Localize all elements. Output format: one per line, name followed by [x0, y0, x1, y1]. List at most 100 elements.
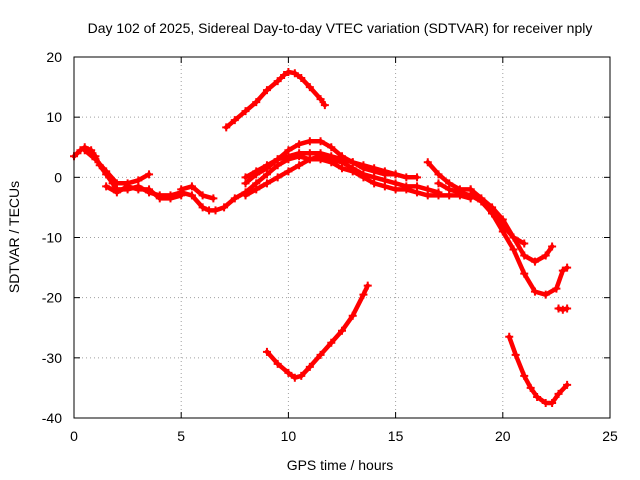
data-point	[187, 182, 196, 191]
data-point	[488, 209, 497, 218]
data-point	[112, 179, 121, 188]
data-point	[284, 152, 293, 161]
grid	[74, 57, 610, 418]
data-point	[434, 179, 443, 188]
x-axis-title: GPS time / hours	[287, 457, 394, 473]
data-point	[423, 158, 432, 167]
y-axis-title: SDTVAR / TECUs	[6, 181, 22, 293]
data-point	[552, 284, 561, 293]
y-tick-label: 0	[54, 169, 62, 185]
y-tick-label: -30	[42, 350, 62, 366]
x-tick-label: 25	[602, 428, 618, 444]
data-point	[102, 182, 111, 191]
data-point	[380, 167, 389, 176]
data-point	[220, 203, 229, 212]
data-point	[252, 98, 261, 107]
data-point	[363, 281, 372, 290]
data-point	[297, 74, 306, 83]
data-point	[112, 188, 121, 197]
data-point	[338, 326, 346, 335]
data-point	[434, 170, 443, 179]
series-track-early-lower	[102, 182, 186, 203]
data-point	[530, 287, 539, 296]
data-point	[295, 149, 304, 158]
data-point	[434, 188, 443, 197]
data-point	[91, 155, 100, 164]
data-point	[273, 173, 282, 182]
data-point	[155, 194, 164, 203]
data-point	[370, 164, 379, 173]
data-point	[241, 107, 250, 116]
x-tick-label: 10	[281, 428, 297, 444]
series-track-late-bottom	[505, 332, 572, 407]
data-point	[520, 239, 529, 248]
data-point	[230, 116, 239, 125]
data-point	[211, 206, 220, 215]
data-point	[548, 398, 557, 407]
data-point	[166, 194, 175, 203]
chart-title: Day 102 of 2025, Sidereal Day-to-day VTE…	[88, 20, 593, 36]
data-point	[295, 161, 304, 170]
data-point	[280, 71, 289, 80]
data-point	[505, 332, 514, 341]
data-point	[455, 188, 464, 197]
data-point	[348, 164, 357, 173]
data-point	[477, 197, 486, 206]
data-point	[209, 194, 218, 203]
data-point	[423, 185, 432, 194]
data-point	[526, 383, 535, 392]
series-trace	[264, 283, 370, 380]
data-point	[252, 167, 261, 176]
data-point	[520, 371, 529, 380]
data-point	[348, 311, 357, 320]
data-point	[305, 155, 314, 164]
data-point	[305, 362, 314, 371]
series-track-mid-a	[177, 182, 218, 203]
data-point	[222, 123, 231, 132]
data-point	[541, 251, 550, 260]
data-point	[262, 347, 271, 356]
x-tick-label: 5	[177, 428, 185, 444]
data-point	[338, 158, 346, 167]
data-point	[145, 185, 154, 194]
data-point	[558, 305, 567, 314]
data-point	[359, 290, 368, 299]
data-point	[563, 263, 572, 272]
data-point	[391, 170, 400, 179]
data-point	[177, 185, 186, 194]
data-point	[466, 185, 475, 194]
data-point	[327, 155, 336, 164]
series-track-late-a	[423, 158, 557, 266]
x-tick-label: 20	[495, 428, 511, 444]
data-point	[520, 251, 529, 260]
data-point	[284, 167, 293, 176]
x-tick-label: 15	[388, 428, 404, 444]
data-point	[359, 170, 368, 179]
data-point	[509, 245, 518, 254]
data-point	[370, 173, 379, 182]
series-track-arc-bottom	[262, 281, 372, 382]
data-point	[563, 380, 572, 389]
data-point	[316, 350, 325, 359]
data-point	[252, 185, 261, 194]
data-point	[498, 221, 507, 230]
data-point	[413, 182, 422, 191]
y-tick-label: 10	[46, 109, 62, 125]
data-point	[327, 338, 336, 347]
data-point	[316, 95, 325, 104]
series-track-late-c	[466, 185, 529, 248]
x-tick-label: 0	[70, 428, 78, 444]
data-point	[295, 140, 304, 149]
data-point	[305, 137, 314, 146]
data-point	[284, 68, 293, 77]
data-point	[305, 83, 314, 92]
data-point	[520, 269, 529, 278]
data-point	[290, 373, 299, 382]
data-point	[102, 167, 111, 176]
data-point	[327, 143, 336, 152]
data-point	[187, 191, 196, 200]
y-tick-label: 20	[46, 49, 62, 65]
data-point	[511, 350, 520, 359]
